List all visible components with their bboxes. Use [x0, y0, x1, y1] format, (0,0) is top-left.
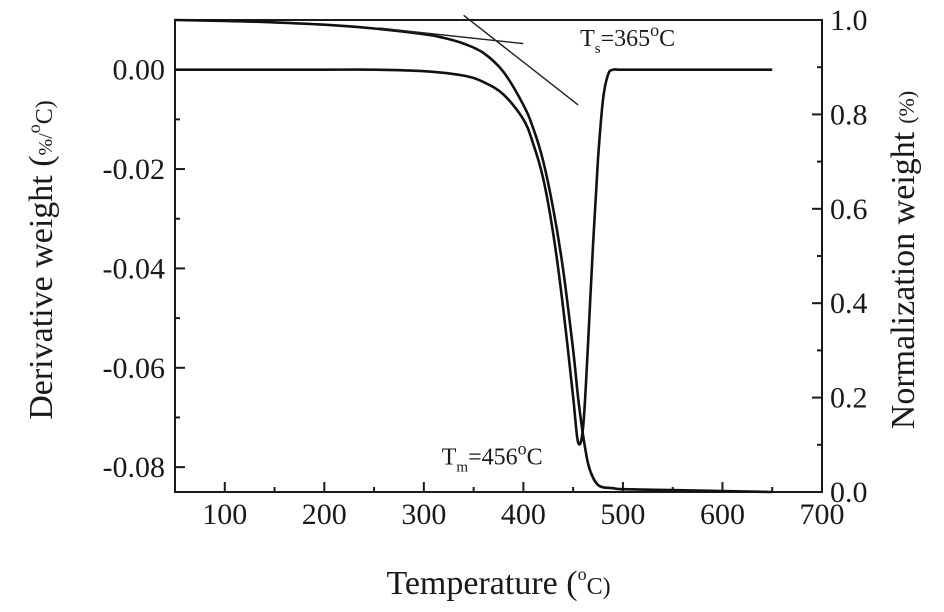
x-tick-label: 300: [401, 498, 446, 531]
x-axis-title-unit: C): [587, 574, 611, 600]
y-left-tick-label: -0.06: [103, 352, 166, 385]
normalization-weight-line: [174, 18, 773, 494]
tangent-lines: [378, 14, 579, 106]
y-axis-left-title-main: Derivative weight (: [23, 155, 60, 419]
x-axis-title: Temperature (oC): [386, 564, 610, 602]
x-axis: 100 200 300 400 500 600 700: [202, 482, 845, 531]
y-axis-left-title-end: C): [32, 100, 58, 124]
y-axis-left-title: Derivative weight (%/oC): [23, 100, 60, 420]
annotation-ts: Ts=365oC: [580, 20, 675, 57]
y-axis-right: 0.0 0.2 0.4 0.6 0.8 1.0: [812, 4, 868, 509]
x-tick-label: 200: [302, 498, 347, 531]
y-left-tick-label: 0.00: [113, 54, 166, 87]
series-layer: [174, 18, 773, 494]
y-left-tick-label: -0.08: [103, 451, 166, 484]
y-right-tick-label: 0.0: [830, 476, 868, 509]
y-axis-left-title-sup: o: [24, 124, 44, 133]
x-tick-label: 700: [800, 498, 845, 531]
y-axis-right-title-unit: (%): [894, 91, 919, 124]
annotations: Ts=365oC Tm=456oC: [442, 20, 675, 476]
y-axis-right-title-text: Normalization weight: [885, 131, 922, 429]
derivative-weight-line: [175, 68, 773, 446]
tangent-line: [378, 27, 524, 45]
x-tick-label: 500: [600, 498, 645, 531]
y-left-tick-label: -0.04: [103, 252, 166, 285]
x-tick-label: 100: [202, 498, 247, 531]
y-right-tick-label: 0.4: [830, 287, 868, 320]
y-left-tick-label: -0.02: [103, 153, 166, 186]
annotation-tm: Tm=456oC: [442, 439, 543, 476]
x-axis-title-main: Temperature (: [386, 565, 577, 602]
tangent-line: [463, 14, 579, 106]
x-axis-title-sup: o: [578, 564, 587, 584]
y-right-tick-label: 0.2: [830, 382, 868, 415]
y-axis-left: 0.00 -0.02 -0.04 -0.06 -0.08: [103, 54, 185, 484]
y-right-tick-label: 1.0: [830, 4, 868, 37]
y-axis-left-title-unit: %/: [35, 133, 57, 156]
x-tick-label: 400: [501, 498, 546, 531]
y-right-tick-label: 0.8: [830, 98, 868, 131]
y-axis-right-title: Normalization weight (%): [885, 91, 922, 429]
x-tick-label: 600: [700, 498, 745, 531]
y-right-tick-label: 0.6: [830, 193, 868, 226]
